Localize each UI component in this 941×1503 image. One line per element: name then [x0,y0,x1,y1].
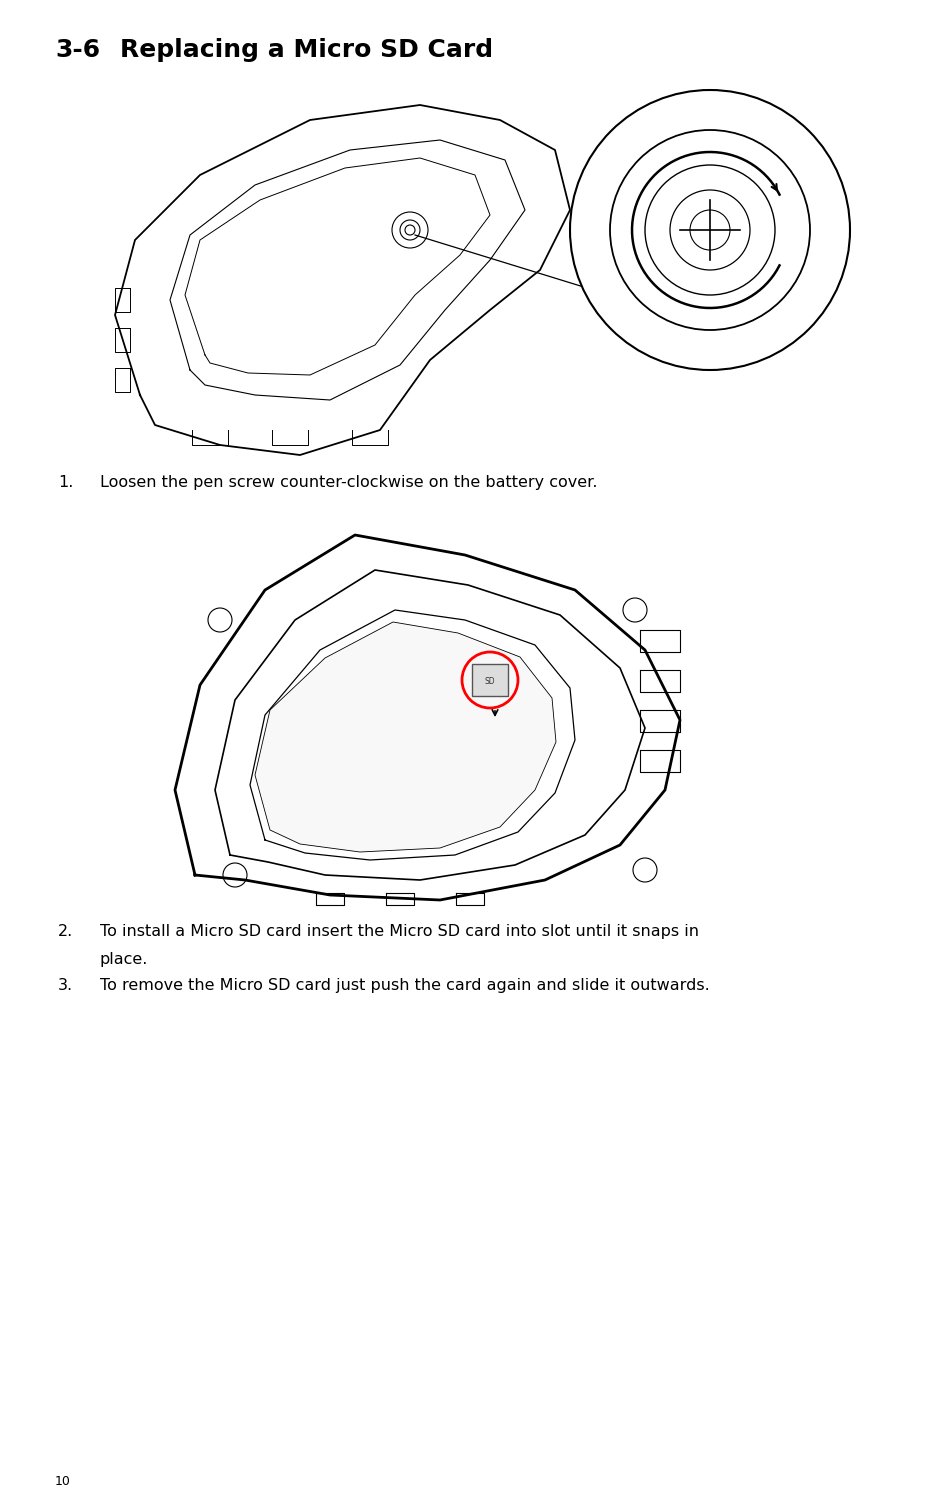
Polygon shape [255,622,556,852]
Text: To install a Micro SD card insert the Micro SD card into slot until it snaps in: To install a Micro SD card insert the Mi… [100,924,699,939]
Text: Loosen the pen screw counter-clockwise on the battery cover.: Loosen the pen screw counter-clockwise o… [100,475,598,490]
Text: place.: place. [100,951,149,966]
Text: 3.: 3. [58,978,73,993]
Text: To remove the Micro SD card just push the card again and slide it outwards.: To remove the Micro SD card just push th… [100,978,710,993]
Bar [60,78,880,452]
Bar [170,531,770,900]
Text: 1.: 1. [58,475,73,490]
Text: 2.: 2. [58,924,73,939]
Text: 3-6: 3-6 [55,38,100,62]
Text: SD: SD [485,678,495,687]
Text: Replacing a Micro SD Card: Replacing a Micro SD Card [120,38,493,62]
Text: 10: 10 [55,1474,71,1488]
Bar [472,664,508,696]
Circle shape [570,90,850,370]
